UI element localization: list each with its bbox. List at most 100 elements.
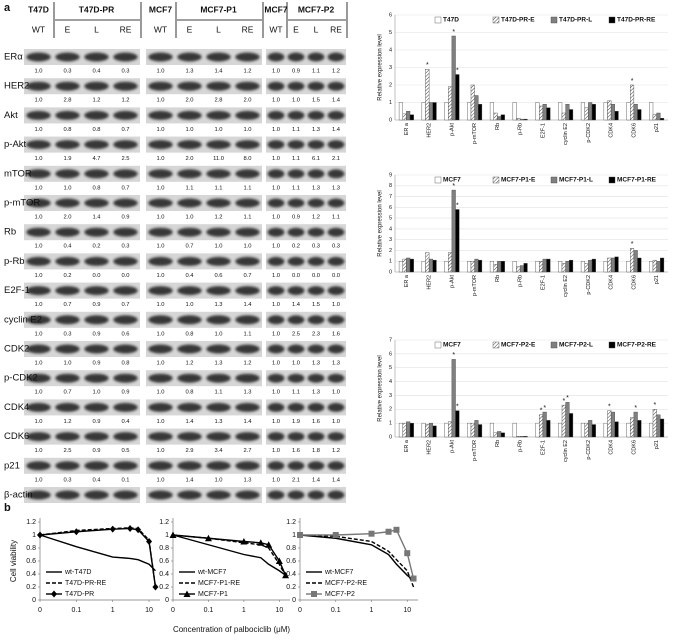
band (148, 256, 173, 266)
band (307, 227, 325, 237)
bar (614, 421, 619, 438)
bar (421, 102, 426, 121)
bar (569, 109, 574, 121)
blot-strip (146, 487, 262, 503)
bar (470, 84, 475, 121)
band-ratio: 1.4 (332, 127, 341, 133)
bar (512, 422, 517, 438)
bar (539, 414, 544, 438)
blot-strip (146, 136, 262, 153)
band-ratio: 1.0 (34, 273, 42, 279)
cell-line-header: MCF7 (264, 4, 287, 14)
band-ratio: 1.4 (332, 477, 341, 483)
blot-strip (146, 49, 262, 65)
y-tick-label: 4 (389, 379, 392, 385)
band (287, 490, 305, 500)
band (55, 344, 80, 354)
band-ratio: 1.1 (185, 185, 193, 191)
bar (546, 420, 551, 438)
band (55, 315, 80, 325)
band (26, 461, 51, 471)
band (206, 461, 231, 471)
bar (558, 261, 563, 273)
marker (127, 525, 134, 532)
band (113, 227, 138, 237)
band (84, 286, 109, 296)
bar (448, 421, 453, 438)
band-ratio: 1.4 (214, 69, 223, 75)
bar (523, 263, 528, 273)
band (235, 315, 260, 325)
band-ratio: 0.5 (121, 448, 129, 454)
band-ratio: 1.0 (272, 127, 280, 133)
band (84, 402, 109, 412)
bar (444, 261, 449, 273)
band (307, 286, 325, 296)
band-ratio: 1.3 (214, 419, 222, 425)
band (287, 286, 305, 296)
bar (398, 422, 403, 438)
band (267, 344, 285, 354)
band (148, 402, 173, 412)
band (307, 461, 325, 471)
bar (474, 95, 479, 121)
x-axis-label: Concentration of palbociclib (μM) (173, 625, 290, 634)
bar (467, 422, 472, 438)
band (307, 432, 325, 442)
marker (332, 532, 339, 538)
band-ratio: 0.3 (121, 244, 129, 250)
band (177, 373, 202, 383)
bar (497, 261, 502, 273)
legend-label: wt-MCF7 (197, 569, 226, 576)
band (307, 373, 325, 383)
x-tick-label: cyclin E2 (563, 275, 569, 297)
blot-strip (146, 165, 262, 182)
band (206, 52, 231, 62)
bar (428, 422, 433, 438)
band-ratio: 1.0 (272, 98, 280, 104)
x-tick-label: p-Akt (449, 123, 455, 136)
band-ratio: 1.2 (332, 448, 340, 454)
band-ratio: 0.0 (312, 273, 320, 279)
band (55, 198, 80, 208)
band (287, 110, 305, 120)
blot-strip (266, 165, 346, 182)
band-ratio: 1.4 (92, 215, 101, 221)
bar (474, 420, 479, 438)
resistant-header: MCF7-P2 (298, 4, 335, 14)
y-tick-label: 0.2 (159, 584, 169, 591)
line (172, 534, 286, 576)
lane-label: E (293, 24, 299, 34)
bar (455, 209, 460, 273)
band (287, 52, 305, 62)
band-ratio: 1.0 (34, 185, 42, 191)
band-ratio: 1.1 (243, 215, 251, 221)
x-tick-label: CDK4 (609, 123, 615, 138)
protein-label: CDK6 (4, 431, 29, 442)
band-ratio: 1.0 (156, 69, 164, 75)
blot-strip (146, 370, 262, 387)
x-tick-label: 0 (171, 607, 175, 614)
band (206, 169, 231, 179)
band-ratio: 2.8 (63, 98, 71, 104)
protein-label: ERα (4, 52, 23, 63)
band (55, 227, 80, 237)
bar (421, 261, 426, 273)
bar (652, 409, 657, 438)
line (39, 527, 157, 588)
legend-swatch (608, 341, 616, 349)
lane-label: E (187, 24, 193, 34)
x-tick-label: p-Rb (518, 440, 524, 452)
annotation: * (456, 202, 459, 209)
band (177, 198, 202, 208)
protein-label: Rb (4, 227, 16, 238)
marker (385, 528, 392, 535)
band-ratio: 2.5 (63, 448, 71, 454)
bar (444, 102, 449, 121)
band-ratio: 0.9 (92, 361, 100, 367)
band-ratio: 1.6 (292, 448, 300, 454)
band (206, 256, 231, 266)
y-tick-label: 0 (32, 597, 36, 604)
band-ratio: 11.0 (213, 156, 224, 162)
protein-label: p21 (4, 460, 20, 471)
